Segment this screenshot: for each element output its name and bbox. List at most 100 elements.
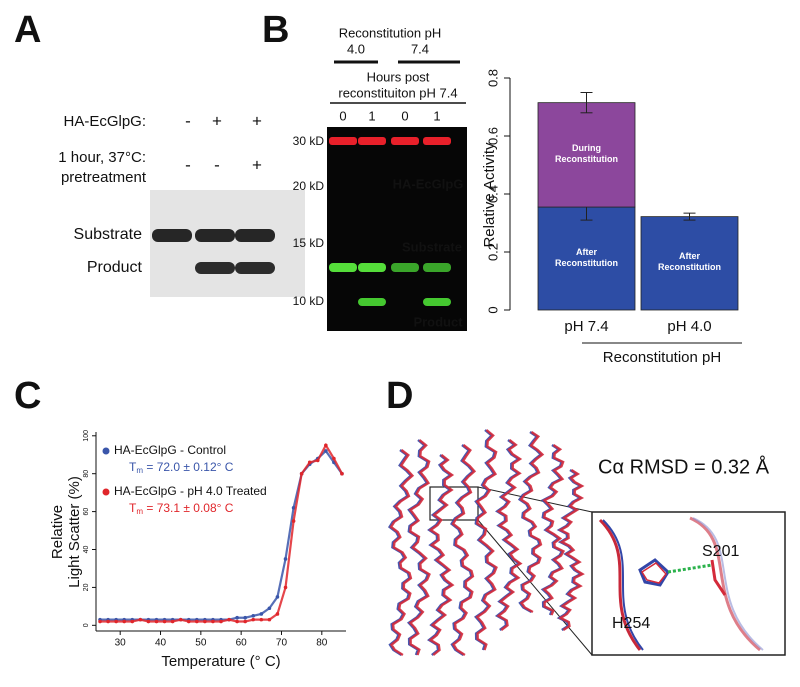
data-point [162,619,167,624]
residue-stick [710,559,727,596]
lane-label: 1 [433,108,440,123]
data-point [170,619,175,624]
marker-label: 30 kD [293,134,325,148]
data-point [178,617,183,622]
gel-band [195,262,235,274]
gel-band [423,298,451,306]
gel-subheader: reconstituiton pH 7.4 [338,85,457,100]
gel-image [327,127,467,331]
gel-header: Reconstitution pH [339,25,442,40]
panel-label: C [14,375,41,417]
bar-label: During Reconstitution [555,142,618,164]
zoom-box [591,511,786,656]
legend-label: HA-EcGlpG - Control [114,443,226,457]
x-axis-label: Reconstitution pH [603,349,721,366]
x-tick-label: 30 [115,638,127,649]
data-point [283,585,288,590]
x-tick-label: 60 [236,638,248,649]
y-tick-label: 20 [83,583,90,591]
bar [640,216,739,311]
bar-label-box: After Reconstitution [555,247,618,268]
rmsd-annotation: Cα RMSD = 0.32 Å [598,455,770,478]
gel-band [329,137,357,145]
legend-dot [102,488,110,496]
data-point [324,449,328,453]
sign: + [252,111,262,130]
tm-subscript: m [136,507,143,516]
data-point [291,519,296,523]
gel-band [391,137,419,145]
zoom-line [477,519,593,656]
band-label: Product [87,259,143,276]
tm-subscript: m [136,466,143,475]
data-point [267,617,272,622]
data-point [122,619,127,624]
zoom-ribbon [689,516,761,652]
lane-label: 0 [401,108,408,123]
x-axis-label: Temperature (° C) [161,653,280,670]
y-axis-label: Relative [49,505,66,559]
bar [537,206,636,311]
x-tick-label: 40 [155,638,167,649]
protein-ribbon [451,444,477,657]
x-tick-label: pH 7.4 [564,318,608,335]
y-tick-label: 60 [83,508,90,516]
sign: + [212,111,222,130]
data-point [186,619,191,624]
gel-band [152,229,192,242]
gel-group: 4.0 [347,41,365,56]
tm-text: = 72.0 ± 0.12° C [143,460,234,474]
data-point [275,612,280,616]
gel-band-label: HA-EcGlpG [393,176,464,191]
marker-label: 15 kD [293,236,325,250]
tm-annotation: Tm = 72.0 ± 0.12° C [129,460,234,475]
data-point [211,619,215,624]
gel-band [195,229,235,242]
y-tick-label: 40 [83,546,90,554]
x-tick-label: pH 4.0 [667,318,711,335]
tm-text: = 73.1 ± 0.08° C [143,501,234,515]
residue-stick [638,558,670,587]
gel-band [235,262,275,274]
data-point [340,471,344,476]
zoom-ribbon [598,518,642,651]
y-axis-label: Relative Activity [481,142,498,248]
sign: - [185,155,191,174]
row-label: HA-EcGlpG: [63,113,146,130]
data-point [130,619,135,624]
legend-label: HA-EcGlpG - pH 4.0 Treated [114,484,267,498]
data-point [291,506,296,510]
x-tick-label: 50 [195,638,207,649]
marker-label: 10 kD [293,294,325,308]
lane-label: 0 [339,108,346,123]
data-point [203,619,207,624]
gel-band [423,137,451,145]
row-label: pretreatment [61,169,147,186]
data-point [275,595,280,599]
data-point [98,619,102,624]
y-tick-label: 0 [83,623,90,627]
gel-band [423,263,451,272]
y-tick-label: 80 [83,470,90,478]
y-axis-label: Light Scatter (%) [66,476,83,588]
residue-stick [640,562,667,584]
data-point [267,606,272,611]
gel-band [358,137,386,145]
y-tick-label: 100 [83,430,90,442]
protein-ribbon [408,439,431,656]
legend-dot [102,447,110,455]
gel-image [150,190,305,297]
tm-symbol: T [129,501,137,515]
x-tick-label: 80 [316,638,328,649]
residue-label: H254 [612,615,650,632]
data-point [235,615,239,620]
gel-band-label: Product [413,314,463,329]
data-point [106,619,110,624]
y-tick-label: 0.6 [485,127,500,145]
data-point [114,619,118,624]
protein-ribbon [389,449,415,657]
gel-band-label: Substrate [402,239,462,254]
sign: - [214,155,220,174]
zoom-ribbon [692,517,764,651]
bar-label-box: During Reconstitution [555,142,618,164]
